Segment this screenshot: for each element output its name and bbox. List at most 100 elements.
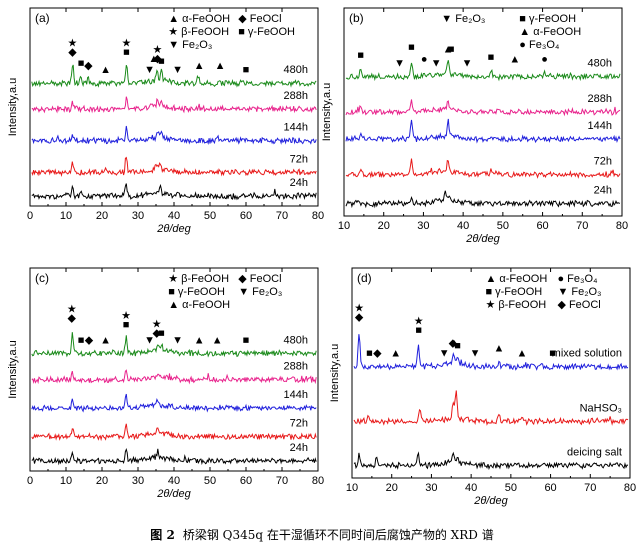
panel-d-legend-item: ● Fe₃O₄ [557,273,598,285]
panel-a-xtick-label: 10 [60,210,72,222]
panel-c-xtick-label: 80 [312,475,324,487]
panel-d-xtick-label: 10 [346,482,358,494]
panel-d-legend-item: ▲ α-FeOOH [485,273,547,285]
panel-d-phase-marker: ◆ [355,311,364,323]
panel-b-phase-marker: ■ [357,50,364,62]
panel-c-phase-marker: ◆ [68,312,77,324]
panel-a-xlabel: 2θ/deg [156,223,191,235]
panel-c-legend-item: ★ β-FeOOH [168,273,229,285]
panel-a-phase-marker: ■ [78,58,85,70]
panel-b-phase-marker: ▲ [443,44,454,56]
panel-d-phase-marker: ▲ [517,348,528,360]
panel-c-xtick-label: 0 [27,475,33,487]
panel-c-legend-item: ■ γ-FeOOH [168,286,225,298]
panel-d-phase-marker: ▼ [439,348,450,360]
panel-d-phase-marker: ▲ [493,343,504,355]
panel-b-xlabel: 2θ/deg [465,233,500,245]
panel-c-xtick-label: 60 [240,475,252,487]
panel-b-xtick-label: 20 [378,220,390,232]
panel-a-phase-marker: ■ [158,55,165,67]
panel-d-series-mixed-solution [353,334,629,371]
panel-c-series-144h [31,393,317,413]
panel-d-phase-marker: ◆ [449,337,458,349]
panel-d-label: (d) [357,271,372,285]
panel-a-phase-marker: ★ [68,38,78,50]
panel-d-xlabel: 2θ/deg [473,495,508,507]
panel-c-xtick-label: 10 [60,475,72,487]
panel-d-xtick-label: 40 [465,482,477,494]
panel-a-xtick-label: 20 [96,210,108,222]
panel-d-series-deicing-salt [353,451,629,471]
panel-c-series-label: 480h [284,334,308,346]
caption-text: 桥梁钢 Q345q 在干湿循环不同时间后腐蚀产物的 XRD 谱 [182,528,494,542]
panel-c-label: (c) [35,271,49,285]
panel-b-series-72h [345,158,621,179]
panel-a-ylabel: Intensity,a.u [7,78,19,137]
panel-d-series-label: NaHSO₃ [580,402,622,414]
panel-a-series-label: 144h [284,122,308,134]
panel-a-xtick-label: 30 [132,210,144,222]
panel-d-xtick-label: 70 [584,482,596,494]
panel-a-phase-marker: ▼ [172,64,183,76]
panel-c-phase-marker: ■ [243,334,250,346]
panel-b-series-label: 144h [588,120,612,132]
panel-d-ylabel: Intensity,a.u [329,344,341,403]
panel-a-phase-marker: ★ [153,44,163,56]
panel-b-xtick-label: 10 [338,220,350,232]
panel-b-phase-marker: ● [421,54,428,66]
panel-a-phase-marker: ★ [122,38,132,50]
panel-b-xtick-label: 40 [457,220,469,232]
panel-b-ylabel: Intensity,a.u [321,83,333,142]
panel-b-series-label: 72h [594,155,612,167]
panel-a-xtick-label: 0 [27,210,33,222]
panel-a-xtick-label: 50 [204,210,216,222]
caption-number: 图 2 [150,528,175,542]
panel-a-series-label: 24h [290,177,308,189]
panel-a-phase-marker: ◆ [68,47,77,59]
panel-a-series-72h [31,156,317,177]
panel-d-xtick-label: 80 [624,482,636,494]
panel-a-phase-marker: ▲ [148,53,159,65]
panel-d-phase-marker: ▲ [449,337,460,349]
panel-c-phase-marker: ★ [121,310,131,322]
panel-c-phase-marker: ▲ [100,334,111,346]
panel-c-phase-marker: ◆ [152,328,161,340]
panel-b-xtick-label: 30 [417,220,429,232]
panel-b-phase-marker: ▼ [394,58,405,70]
panel-a-legend-item: ▲ α-FeOOH [168,13,230,25]
panel-c-series-72h [31,423,317,442]
panel-a-series-label: 72h [290,153,308,165]
panel-c-phase-marker: ■ [158,328,165,340]
panel-b-phase-marker: ■ [448,44,455,56]
panel-c-phase-marker: ■ [123,319,130,331]
panel-c-phase-marker: ◆ [85,334,94,346]
panel-a-phase-marker: ◆ [153,53,162,65]
panel-b-phase-marker: ▼ [431,58,442,70]
figure-caption: 图 2 桥梁钢 Q345q 在干湿循环不同时间后腐蚀产物的 XRD 谱 [0,526,644,543]
panel-d-phase-marker: ■ [415,324,422,336]
panel-a-xtick-label: 70 [276,210,288,222]
panel-b-xtick-label: 70 [576,220,588,232]
panel-b-legend-item: ● Fe₃O₄ [519,39,560,51]
panel-a-series-label: 480h [284,64,308,76]
panel-d-xtick-label: 60 [544,482,556,494]
panel-a-phase-marker: ▲ [100,64,111,76]
panel-b-phase-marker: ● [541,54,548,66]
panel-a-phase-marker: ▲ [194,60,205,72]
panel-b-xtick-label: 50 [497,220,509,232]
panel-c-series-480h [31,332,317,358]
panel-d-phase-marker: ■ [366,348,373,360]
panel-b-phase-marker: ■ [488,52,495,64]
panel-b-series-24h [345,190,621,209]
panel-b-phase-marker: ▼ [462,58,473,70]
panel-c-xtick-label: 50 [204,475,216,487]
panel-d-xtick-label: 30 [425,482,437,494]
panel-d-xtick-label: 50 [505,482,517,494]
panel-a-series-480h [31,64,317,88]
panel-d-phase-marker: ◆ [373,348,382,360]
panel-c-series-label: 24h [290,442,308,454]
panel-b-legend-item: ▲ α-FeOOH [519,26,581,38]
panel-a-phase-marker: ■ [123,47,130,59]
panel-b-xtick-label: 60 [536,220,548,232]
panel-a-phase-marker: ▼ [144,64,155,76]
